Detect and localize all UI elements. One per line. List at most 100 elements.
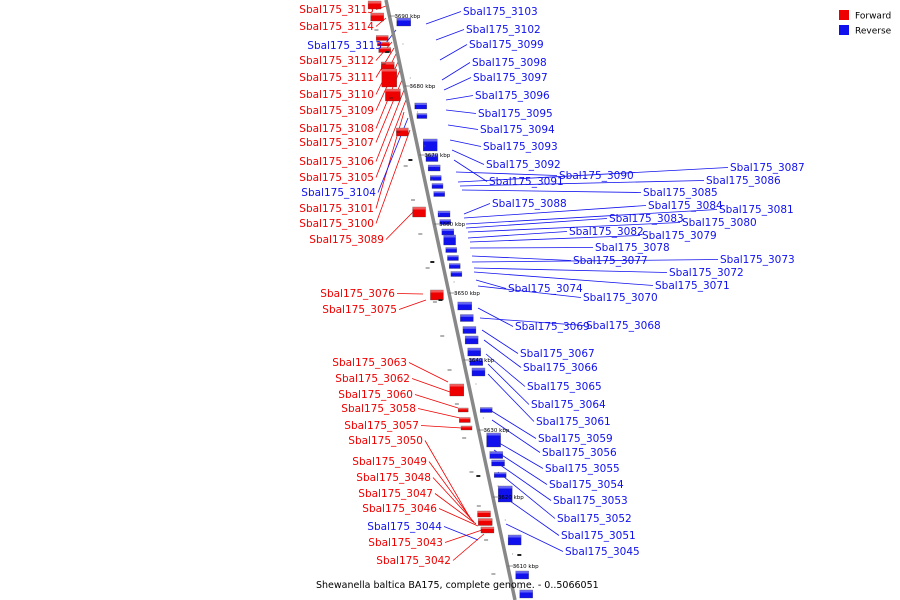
gene-label[interactable]: Sbal175_3114 xyxy=(299,21,374,33)
gene-label[interactable]: Sbal175_3062 xyxy=(335,373,410,385)
gene-label[interactable]: Sbal175_3094 xyxy=(480,124,555,136)
legend-reverse-label: Reverse xyxy=(855,27,892,37)
gene-label[interactable]: Sbal175_3092 xyxy=(486,159,561,171)
gene-label[interactable]: Sbal175_3063 xyxy=(332,357,407,369)
gene-label[interactable]: Sbal175_3045 xyxy=(565,546,640,558)
legend-forward-swatch xyxy=(839,10,849,20)
gene-label[interactable]: Sbal175_3097 xyxy=(473,72,548,84)
leader-line xyxy=(481,329,519,354)
leader-line xyxy=(477,285,582,298)
gene-label[interactable]: Sbal175_3108 xyxy=(299,123,374,135)
gene-label[interactable]: Sbal175_3107 xyxy=(299,137,374,149)
gene-label[interactable]: Sbal175_3083 xyxy=(609,213,684,225)
gene-label[interactable]: Sbal175_3043 xyxy=(368,537,443,549)
gene-feature xyxy=(427,164,441,172)
gene-label[interactable]: Sbal175_3068 xyxy=(586,320,661,332)
gene-feature xyxy=(464,335,479,345)
gene-label[interactable]: Sbal175_3109 xyxy=(299,105,374,117)
gene-label[interactable]: Sbal175_3101 xyxy=(299,203,374,215)
gene-label[interactable]: Sbal175_3066 xyxy=(523,362,598,374)
gene-label[interactable]: Sbal175_3098 xyxy=(472,57,547,69)
leader-line xyxy=(487,363,530,405)
gene-label[interactable]: Sbal175_3072 xyxy=(669,267,744,279)
gene-feature xyxy=(457,301,472,311)
gene-label[interactable]: Sbal175_3051 xyxy=(561,530,636,542)
gene-label[interactable]: Sbal175_3088 xyxy=(492,198,567,210)
gene-label[interactable]: Sbal175_3046 xyxy=(362,503,437,515)
gene-label[interactable]: Sbal175_3056 xyxy=(542,447,617,459)
gene-label[interactable]: Sbal175_3044 xyxy=(367,521,442,533)
gene-label[interactable]: Sbal175_3110 xyxy=(299,89,374,101)
gene-label[interactable]: Sbal175_3106 xyxy=(299,156,374,168)
gene-labels: Sbal175_3115 Sbal175_3114 Sbal175_3112 Sbal… xyxy=(299,4,804,567)
gene-label[interactable]: Sbal175_3058 xyxy=(341,403,416,415)
gene-label[interactable]: Sbal175_3053 xyxy=(553,495,628,507)
leader-line xyxy=(424,440,471,519)
gene-label[interactable]: Sbal175_3080 xyxy=(682,217,757,229)
gene-label[interactable]: Sbal175_3103 xyxy=(463,6,538,18)
gene-label[interactable]: Sbal175_3073 xyxy=(720,254,795,266)
gene-label[interactable]: Sbal175_3089 xyxy=(309,234,384,246)
gene-label[interactable]: Sbal175_3102 xyxy=(466,24,541,36)
leader-line xyxy=(483,339,522,368)
gene-label[interactable]: Sbal175_3054 xyxy=(549,479,624,491)
gene-feature xyxy=(519,589,533,599)
gene-label[interactable]: Sbal175_3052 xyxy=(557,513,632,525)
gene-feature xyxy=(489,451,503,459)
gene-label[interactable]: Sbal175_3064 xyxy=(531,399,606,411)
leader-line xyxy=(487,373,535,422)
gene-label[interactable]: Sbal175_3065 xyxy=(527,381,602,393)
gene-label[interactable]: Sbal175_3100 xyxy=(299,218,374,230)
gene-label[interactable]: Sbal175_3079 xyxy=(642,230,717,242)
gene-label[interactable]: Sbal175_3090 xyxy=(559,170,634,182)
legend-reverse-swatch xyxy=(839,25,849,35)
gene-label[interactable]: Sbal175_3081 xyxy=(719,204,794,216)
gene-label[interactable]: Sbal175_3104 xyxy=(301,187,376,199)
gene-label[interactable]: Sbal175_3069 xyxy=(515,321,590,333)
gene-label[interactable]: Sbal175_3086 xyxy=(706,175,781,187)
gene-label[interactable]: Sbal175_3055 xyxy=(545,463,620,475)
gene-label[interactable]: Sbal175_3048 xyxy=(356,472,431,484)
gene-label[interactable]: Sbal175_3115 xyxy=(299,4,374,16)
gene-label[interactable]: Sbal175_3060 xyxy=(338,389,413,401)
gene-label[interactable]: Sbal175_3091 xyxy=(489,176,564,188)
leader-line xyxy=(465,218,608,229)
gene-label[interactable]: Sbal175_3087 xyxy=(730,162,805,174)
gene-label[interactable]: Sbal175_3070 xyxy=(583,292,658,304)
gene-label[interactable]: Sbal175_3077 xyxy=(573,255,648,267)
gene-label[interactable]: Sbal175_3078 xyxy=(595,242,670,254)
gene-label[interactable]: Sbal175_3105 xyxy=(299,172,374,184)
gene-label[interactable]: Sbal175_3093 xyxy=(483,141,558,153)
gene-label[interactable]: Sbal175_3111 xyxy=(299,72,374,84)
gene-label[interactable]: Sbal175_3085 xyxy=(643,187,718,199)
gene-label[interactable]: Sbal175_3057 xyxy=(344,420,419,432)
leader-line xyxy=(443,526,479,541)
gene-label[interactable]: Sbal175_3099 xyxy=(469,39,544,51)
leader-line xyxy=(432,477,475,523)
gene-label[interactable]: Sbal175_3059 xyxy=(538,433,613,445)
gene-feature xyxy=(445,247,457,253)
leader-line xyxy=(417,408,461,419)
gene-label[interactable]: Sbal175_3074 xyxy=(508,283,583,295)
leader-line xyxy=(445,95,474,101)
leader-line xyxy=(477,307,514,327)
gene-label[interactable]: Sbal175_3047 xyxy=(358,488,433,500)
gene-label[interactable]: Sbal175_3113 xyxy=(307,40,382,52)
gene-feature xyxy=(478,518,493,526)
gene-label[interactable]: Sbal175_3095 xyxy=(478,108,553,120)
gene-label[interactable]: Sbal175_3067 xyxy=(520,348,595,360)
gene-label[interactable]: Sbal175_3076 xyxy=(320,288,395,300)
gene-label[interactable]: Sbal175_3042 xyxy=(376,555,451,567)
gene-label[interactable]: Sbal175_3050 xyxy=(348,435,423,447)
gene-label[interactable]: Sbal175_3096 xyxy=(475,90,550,102)
leader-line xyxy=(463,205,647,219)
gene-label[interactable]: Sbal175_3075 xyxy=(322,304,397,316)
gene-label[interactable]: Sbal175_3071 xyxy=(655,280,730,292)
gene-label[interactable]: Sbal175_3049 xyxy=(352,456,427,468)
gene-label[interactable]: Sbal175_3082 xyxy=(569,226,644,238)
gene-label[interactable]: Sbal175_3061 xyxy=(536,416,611,428)
gene-label[interactable]: Sbal175_3112 xyxy=(299,55,374,67)
leader-lines xyxy=(375,5,729,561)
gene-label[interactable]: Sbal175_3084 xyxy=(648,200,723,212)
gene-feature xyxy=(439,219,451,225)
